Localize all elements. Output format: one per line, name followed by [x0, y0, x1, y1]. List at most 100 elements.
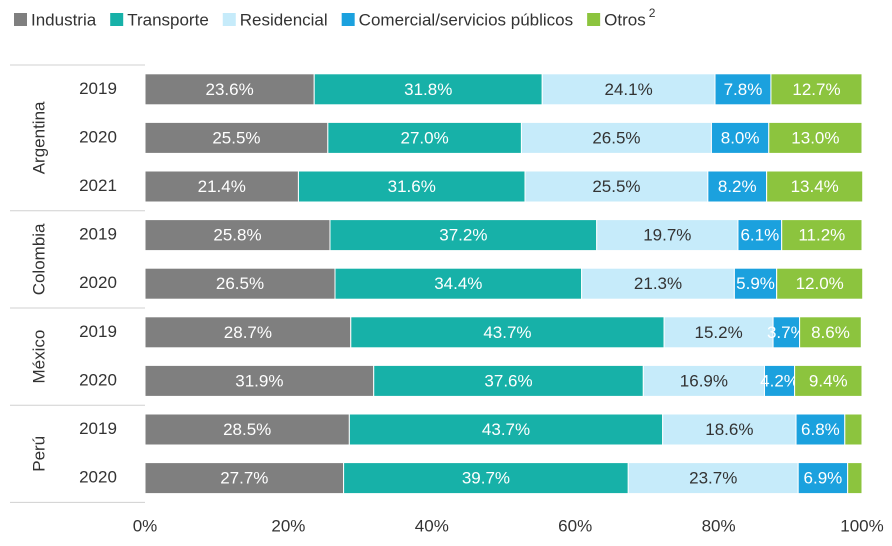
x-tick-label: 60% — [558, 516, 592, 535]
group-label: México — [29, 330, 48, 384]
value-label: 21.3% — [634, 274, 682, 293]
legend-swatch — [222, 13, 236, 26]
bar-segment — [781, 219, 863, 252]
legend-note: 2 — [649, 6, 656, 20]
value-label: 11.2% — [798, 226, 845, 245]
x-tick-label: 20% — [271, 516, 305, 535]
bar-segment — [707, 170, 768, 203]
bar-segment — [766, 170, 864, 203]
value-label: 7.8% — [724, 80, 763, 99]
category-label: 2020 — [79, 370, 117, 389]
value-label: 26.5% — [592, 128, 640, 147]
value-label: 34.4% — [434, 274, 482, 293]
bar-segment — [768, 121, 863, 154]
value-label: 6.9% — [804, 469, 843, 488]
category-label: 2019 — [79, 79, 117, 98]
legend-label: Residencial — [240, 10, 328, 29]
value-label: 8.0% — [721, 128, 760, 147]
value-label: 23.7% — [689, 469, 737, 488]
value-label: 21.4% — [198, 177, 246, 196]
bar-segment — [772, 316, 801, 349]
bar-segment — [596, 219, 739, 252]
bar-segment — [797, 462, 849, 495]
bar-segment — [642, 364, 765, 397]
bar-segment — [581, 267, 735, 300]
x-tick-label: 0% — [133, 516, 158, 535]
bar-segment — [770, 73, 863, 106]
value-label: 43.7% — [482, 420, 530, 439]
value-label: 37.6% — [484, 371, 532, 390]
x-tick-label: 80% — [702, 516, 736, 535]
value-label: 5.9% — [736, 274, 775, 293]
value-label: 31.9% — [235, 371, 283, 390]
value-label: 8.2% — [718, 177, 757, 196]
legend-label: Industria — [31, 10, 97, 29]
bar-segment — [794, 364, 863, 397]
value-label: 3.7% — [767, 323, 806, 342]
value-label: 23.6% — [206, 80, 254, 99]
value-label: 15.2% — [694, 323, 742, 342]
category-label: 2019 — [79, 322, 117, 341]
value-label: 6.8% — [801, 420, 840, 439]
x-tick-label: 100% — [840, 516, 883, 535]
value-label: 37.2% — [439, 226, 487, 245]
bar-segment — [627, 462, 799, 495]
value-label: 26.5% — [216, 274, 264, 293]
value-label: 6.1% — [740, 226, 779, 245]
bar-segment — [144, 413, 350, 446]
bar-segment — [144, 121, 329, 154]
bar-segment — [541, 73, 716, 106]
bar-segment — [795, 413, 846, 446]
value-label: 27.7% — [220, 469, 268, 488]
value-label: 25.8% — [213, 226, 261, 245]
bar-segment — [343, 462, 629, 495]
value-label: 16.9% — [680, 371, 728, 390]
value-label: 12.7% — [792, 80, 840, 99]
bar-segment — [373, 364, 644, 397]
category-label: 2019 — [79, 419, 117, 438]
bar-segment — [524, 170, 709, 203]
bar-segment — [844, 413, 863, 446]
bar-segment — [763, 364, 796, 397]
value-label: 13.0% — [791, 128, 839, 147]
value-label: 28.5% — [223, 420, 271, 439]
value-label: 19.7% — [643, 226, 691, 245]
value-label: 13.4% — [791, 177, 839, 196]
bar-segment — [144, 219, 331, 252]
legend-swatch — [110, 13, 124, 26]
legend-label: Otros — [604, 10, 646, 29]
value-label: 18.6% — [705, 420, 753, 439]
value-label: 31.8% — [404, 80, 452, 99]
bar-segment — [799, 316, 862, 349]
value-label: 39.7% — [462, 469, 510, 488]
value-label: 43.7% — [483, 323, 531, 342]
bar-segment — [313, 73, 543, 106]
legend-swatch — [587, 13, 601, 26]
group-label: Argentina — [29, 101, 48, 174]
category-label: 2020 — [79, 127, 117, 146]
value-label: 27.0% — [401, 128, 449, 147]
bar-segment — [776, 267, 864, 300]
category-label: 2020 — [79, 468, 117, 487]
value-label: 8.6% — [811, 323, 850, 342]
bar-segment — [144, 316, 352, 349]
bar-segment — [662, 413, 797, 446]
category-label: 2019 — [79, 225, 117, 244]
category-label: 2021 — [79, 176, 117, 195]
legend-label: Transporte — [127, 10, 209, 29]
legend-swatch — [341, 13, 355, 26]
value-label: 25.5% — [212, 128, 260, 147]
bar-segment — [334, 267, 583, 300]
value-label: 24.1% — [605, 80, 653, 99]
x-tick-label: 40% — [415, 516, 449, 535]
bar-segment — [733, 267, 778, 300]
value-label: 12.0% — [796, 274, 844, 293]
category-label: 2020 — [79, 273, 117, 292]
legend-label: Comercial/servicios públicos — [359, 10, 573, 29]
value-label: 28.7% — [224, 323, 272, 342]
bar-segment — [144, 267, 336, 300]
value-label: 31.6% — [388, 177, 436, 196]
value-label: 25.5% — [592, 177, 640, 196]
bar-segment — [847, 462, 863, 495]
